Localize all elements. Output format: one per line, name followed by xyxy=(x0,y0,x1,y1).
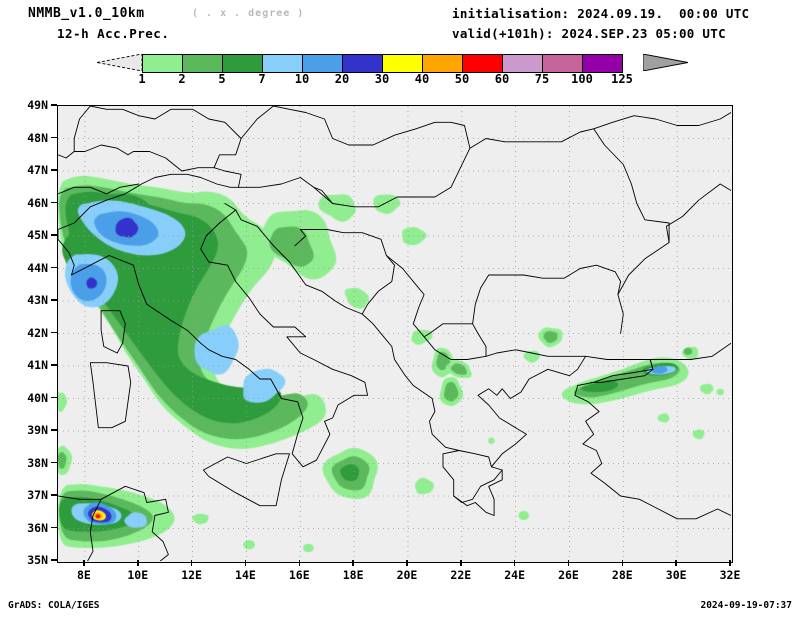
colorbar-label-1: 2 xyxy=(178,72,186,86)
x-axis-tick-20E xyxy=(406,560,408,566)
field-title: 12-h Acc.Prec. xyxy=(57,26,170,41)
colorbar-underflow-arrow xyxy=(97,54,142,71)
valid-time: valid(+101h): 2024.SEP.23 05:00 UTC xyxy=(452,26,726,41)
colorbar-tick-labels: 1 2 5 7 10 20 30 40 50 60 75 100 125 xyxy=(97,71,657,88)
y-axis-label-45N: 45N xyxy=(27,228,48,242)
x-axis-label-26E: 26E xyxy=(558,568,579,582)
y-axis-tick-46N xyxy=(51,201,57,204)
colorbar-label-12: 125 xyxy=(611,72,633,86)
y-axis-label-41N: 41N xyxy=(27,358,48,372)
colorbar-swatch-10 xyxy=(543,55,583,72)
colorbar-swatch-2 xyxy=(223,55,263,72)
y-axis-label-38N: 38N xyxy=(27,455,48,470)
x-axis-label-32E: 32E xyxy=(719,568,741,582)
x-axis-tick-18E xyxy=(352,560,354,566)
map-plot-area xyxy=(57,105,733,563)
y-axis-tick-42N xyxy=(51,331,57,334)
x-axis-tick-10E xyxy=(137,560,139,566)
x-axis-tick-14E xyxy=(244,560,247,566)
units-note: ( . x . degree ) xyxy=(192,8,305,19)
x-axis-label-30E: 30E xyxy=(665,568,687,582)
map-gridlines xyxy=(58,106,731,561)
y-axis-tick-45N xyxy=(51,234,57,236)
x-axis-tick-12E xyxy=(190,560,193,566)
y-axis-tick-37N xyxy=(51,494,57,496)
colorbar-swatch-8 xyxy=(463,55,503,72)
y-axis-label-47N: 47N xyxy=(27,163,48,177)
y-axis-label-35N: 35N xyxy=(27,553,48,567)
x-axis-label-22E: 22E xyxy=(450,568,472,582)
colorbar-label-7: 40 xyxy=(414,72,430,86)
y-axis-tick-35N xyxy=(51,559,57,561)
y-axis-label-46N: 46N xyxy=(27,195,48,210)
colorbar-label-3: 7 xyxy=(258,72,266,86)
colorbar-swatch-1 xyxy=(183,55,223,72)
y-axis-tick-48N xyxy=(51,136,57,139)
x-axis-tick-28E xyxy=(621,560,624,566)
y-axis-tick-38N xyxy=(51,461,57,464)
x-axis-label-24E: 24E xyxy=(504,568,526,582)
colorbar-label-5: 20 xyxy=(334,72,350,86)
x-axis-tick-30E xyxy=(675,560,677,566)
x-axis-tick-8E xyxy=(83,560,85,566)
x-axis-label-8E: 8E xyxy=(76,568,91,582)
x-axis-label-18E: 18E xyxy=(342,568,364,582)
colorbar-swatch-5 xyxy=(343,55,383,72)
x-axis-tick-26E xyxy=(567,560,570,566)
colorbar-label-9: 60 xyxy=(494,72,510,86)
colorbar-label-11: 100 xyxy=(571,72,593,86)
y-axis-label-43N: 43N xyxy=(27,293,48,307)
x-axis-label-28E: 28E xyxy=(611,568,633,582)
colorbar-swatches xyxy=(142,54,623,73)
initialisation-time: initialisation: 2024.09.19. 00:00 UTC xyxy=(452,6,750,21)
y-axis-label-36N: 36N xyxy=(27,520,48,535)
x-axis-label-14E: 14E xyxy=(235,568,256,582)
footer-timestamp: 2024-09-19-07:37 xyxy=(700,600,792,611)
model-title: NMMB_v1.0_10km xyxy=(28,6,145,21)
x-axis-label-20E: 20E xyxy=(396,568,418,582)
y-axis-tick-41N xyxy=(51,364,57,366)
coastline-overlay xyxy=(58,106,731,561)
y-axis-label-49N: 49N xyxy=(27,98,48,112)
x-axis-label-16E: 16E xyxy=(288,568,310,582)
y-axis-label-40N: 40N xyxy=(27,390,48,405)
colorbar-swatch-0 xyxy=(143,55,183,72)
x-axis-tick-32E xyxy=(729,560,731,566)
y-axis-tick-39N xyxy=(51,429,57,431)
colorbar-legend: 1 2 5 7 10 20 30 40 50 60 75 100 125 xyxy=(97,54,688,88)
colorbar-swatch-3 xyxy=(263,55,303,72)
colorbar-label-6: 30 xyxy=(374,72,390,86)
colorbar-label-2: 5 xyxy=(218,72,226,86)
colorbar-swatch-9 xyxy=(503,55,543,72)
x-axis-label-10E: 10E xyxy=(127,568,149,582)
y-axis-tick-44N xyxy=(51,266,57,269)
y-axis-tick-49N xyxy=(51,104,57,106)
colorbar-label-4: 10 xyxy=(294,72,310,86)
colorbar-label-8: 50 xyxy=(454,72,470,86)
colorbar-label-0: 1 xyxy=(138,72,146,86)
colorbar-swatch-4 xyxy=(303,55,343,72)
x-axis-label-12E: 12E xyxy=(181,568,202,582)
colorbar-label-10: 75 xyxy=(534,72,550,86)
footer-attribution: GrADS: COLA/IGES xyxy=(8,600,100,611)
y-axis-label-42N: 42N xyxy=(27,325,48,340)
x-axis-tick-16E xyxy=(298,560,301,566)
y-axis-label-39N: 39N xyxy=(27,423,48,437)
y-axis-label-48N: 48N xyxy=(27,130,48,145)
y-axis-tick-36N xyxy=(51,526,57,529)
colorbar-swatch-6 xyxy=(383,55,423,72)
x-axis-tick-24E xyxy=(513,560,516,566)
colorbar-overflow-arrow xyxy=(643,54,688,71)
colorbar-swatch-7 xyxy=(423,55,463,72)
y-axis-tick-43N xyxy=(51,299,57,301)
y-axis-tick-40N xyxy=(51,396,57,399)
y-axis-tick-47N xyxy=(51,169,57,171)
y-axis-label-44N: 44N xyxy=(27,260,48,275)
colorbar-swatch-11 xyxy=(583,55,622,72)
x-axis-tick-22E xyxy=(460,560,462,566)
y-axis-label-37N: 37N xyxy=(27,488,48,502)
